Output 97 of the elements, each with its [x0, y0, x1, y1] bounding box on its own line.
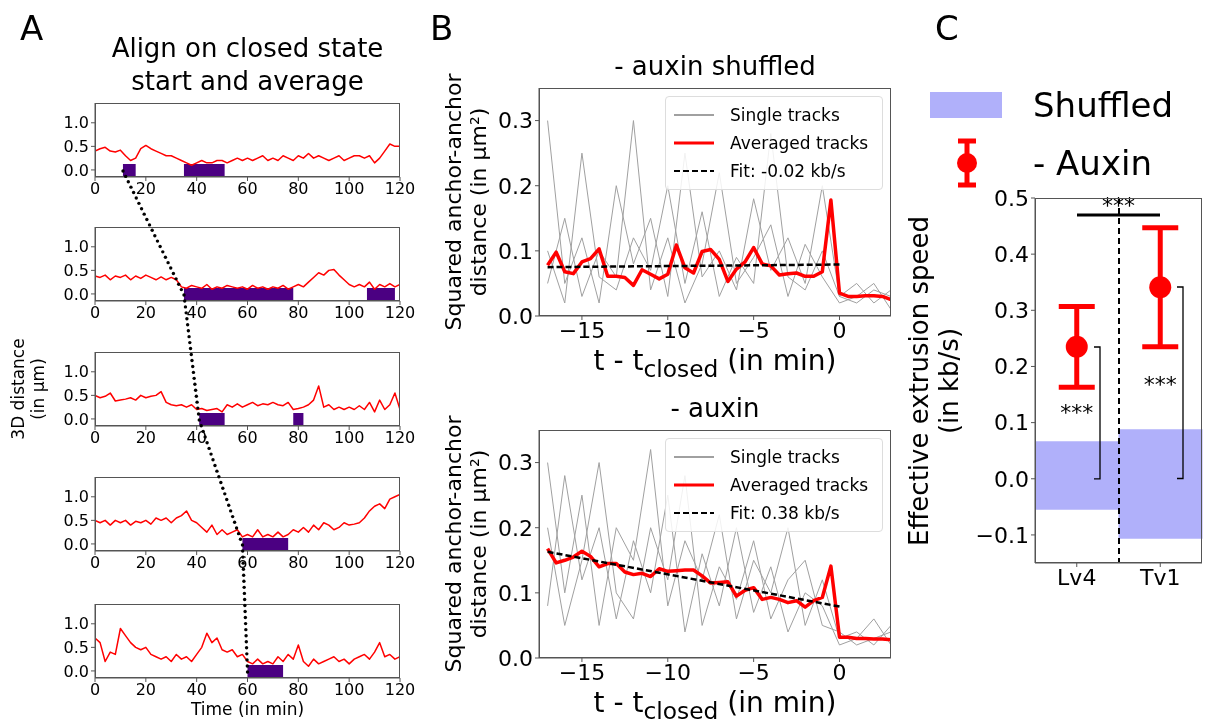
y-axis-title: Effective extrusion speed (in kb/s)	[903, 214, 965, 548]
y-tick-label: 1.0	[63, 487, 89, 507]
x-tick-label: −5	[737, 317, 770, 343]
x-tick-label: 60	[237, 179, 258, 199]
x-tick-label: 120	[384, 179, 416, 199]
x-tick-label: 80	[288, 303, 309, 323]
y-tick-label: 0.0	[63, 284, 89, 304]
y-tick-label: 0.0	[63, 160, 89, 180]
x-tick-label: −15	[558, 317, 606, 343]
x-tick-label: 120	[384, 303, 416, 323]
x-tick-label: 0	[89, 553, 101, 573]
x-tick-label: Lv4	[1057, 564, 1097, 590]
x-tick-label: −10	[644, 659, 691, 685]
x-tick-label: −15	[558, 659, 606, 685]
y-tick-label: 0.0	[994, 466, 1029, 492]
legend-label: Averaged tracks	[730, 475, 869, 495]
legend-label: - Auxin	[1033, 143, 1152, 183]
legend-label: Fit: 0.38 kb/s	[730, 503, 840, 523]
text: C	[935, 8, 959, 48]
y-tick-label: 0.1	[498, 238, 533, 264]
x-tick-label: 40	[186, 680, 207, 700]
x-tick-label: 0	[89, 428, 101, 448]
x-tick-label: 120	[384, 553, 416, 573]
text: B	[430, 8, 454, 48]
y-tick-label: 0.1	[994, 410, 1029, 436]
x-tick-label: 100	[333, 179, 365, 199]
x-tick-label: 20	[135, 303, 157, 323]
y-tick-label: 1.0	[63, 362, 89, 382]
annotation: ***	[1142, 372, 1178, 398]
x-tick-label: 100	[333, 680, 365, 700]
x-tick-label: 0	[832, 659, 847, 685]
x-tick-label: 0	[89, 680, 101, 700]
legend-label: Single tracks	[730, 105, 840, 125]
y-axis-title: 3D distance (in μm)	[6, 337, 49, 442]
y-tick-label: 0.5	[63, 137, 89, 157]
text: A	[20, 8, 44, 48]
x-tick-label: 20	[135, 428, 157, 448]
x-tick-label: 20	[135, 553, 157, 573]
legend-label: Single tracks	[730, 447, 840, 467]
x-tick-label: −5	[737, 659, 770, 685]
x-tick-label: 100	[333, 428, 365, 448]
y-tick-label: 0.5	[63, 511, 89, 531]
y-tick-label: 0.5	[994, 185, 1029, 211]
x-tick-label: 80	[288, 553, 309, 573]
x-tick-label: 60	[237, 680, 258, 700]
chart-title: - auxin	[670, 392, 760, 423]
y-tick-label: 0.0	[63, 409, 89, 429]
y-axis-title: Squared anchor-anchor distance (in μm²)	[439, 414, 492, 675]
y-tick-label: 0.4	[994, 241, 1029, 267]
x-tick-label: 80	[288, 179, 309, 199]
y-tick-label: 0.5	[63, 638, 89, 658]
x-tick-label: 0	[89, 303, 101, 323]
y-tick-label: 0.2	[498, 173, 533, 199]
x-tick-label: 100	[333, 553, 365, 573]
y-tick-label: 0.1	[498, 580, 533, 606]
y-tick-label: 0.2	[994, 354, 1029, 380]
y-tick-label: 0.0	[498, 645, 533, 671]
y-tick-label: 0.5	[63, 386, 89, 406]
y-tick-label: 1.0	[63, 237, 89, 257]
x-tick-label: −10	[644, 317, 691, 343]
annotation: ***	[1059, 400, 1095, 426]
x-tick-label: 20	[135, 680, 157, 700]
y-tick-label: 0.5	[63, 261, 89, 281]
chart-title: Align on closed state start and average	[110, 32, 385, 97]
x-axis-title: t - t$_{closed}$ (in min)	[593, 344, 837, 383]
x-tick-label: 0	[89, 179, 101, 199]
y-tick-label: −0.1	[975, 522, 1029, 548]
x-tick-label: 120	[384, 680, 416, 700]
x-tick-label: 20	[135, 179, 157, 199]
y-tick-label: 0.2	[498, 515, 533, 541]
y-tick-label: 0.3	[498, 450, 533, 476]
x-tick-label: Tv1	[1139, 564, 1181, 590]
y-tick-label: 1.0	[63, 614, 89, 634]
x-tick-label: 100	[333, 303, 365, 323]
x-tick-label: 80	[288, 680, 309, 700]
legend-label: Shuffled	[1033, 85, 1174, 125]
y-axis-title: Squared anchor-anchor distance (in μm²)	[439, 72, 492, 333]
y-tick-label: 1.0	[63, 113, 89, 133]
chart-title: - auxin shuffled	[613, 49, 817, 82]
y-tick-label: 0.0	[498, 303, 533, 329]
legend-label: Fit: -0.02 kb/s	[730, 161, 846, 181]
x-tick-label: 120	[384, 428, 416, 448]
x-tick-label: 80	[288, 428, 309, 448]
legend-label: Averaged tracks	[730, 133, 869, 153]
x-tick-label: 40	[186, 553, 207, 573]
x-tick-label: 60	[237, 553, 258, 573]
x-axis-title: Time (in min)	[189, 699, 306, 719]
x-tick-label: 60	[237, 428, 258, 448]
x-tick-label: 60	[237, 303, 258, 323]
y-tick-label: 0.3	[994, 298, 1029, 324]
x-tick-label: 40	[186, 303, 207, 323]
x-axis-title: t - t$_{closed}$ (in min)	[592, 686, 838, 725]
x-tick-label: 0	[832, 317, 847, 343]
x-tick-label: 40	[186, 179, 207, 199]
y-tick-label: 0.3	[498, 108, 533, 134]
y-tick-label: 0.0	[63, 534, 89, 554]
y-tick-label: 0.0	[63, 661, 89, 681]
